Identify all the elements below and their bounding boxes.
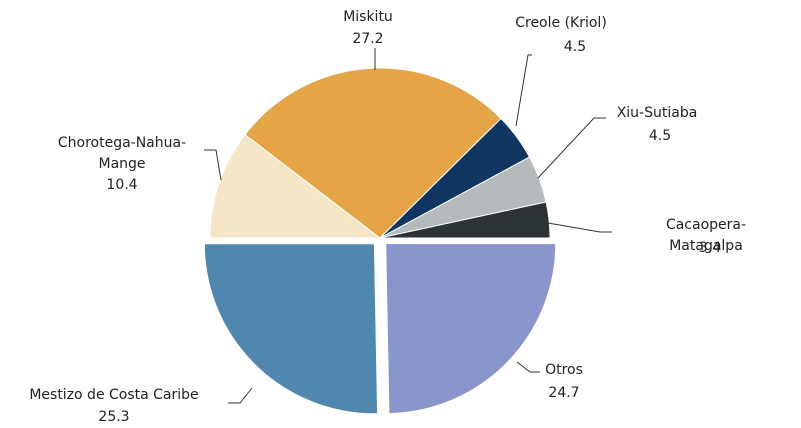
pie-slice (385, 243, 557, 415)
slice-label: Otros (545, 362, 583, 378)
slice-value: 10.4 (106, 177, 138, 193)
pie-slice (203, 243, 379, 415)
leader-line (228, 387, 253, 404)
pie-slice (244, 67, 502, 239)
slice-label: Creole (Kriol) (515, 15, 607, 31)
leader-line (515, 54, 532, 127)
slice-value: 3.4 (698, 240, 722, 256)
slice-value: 25.3 (98, 409, 130, 425)
leader-line (204, 149, 222, 181)
leader-line (537, 117, 606, 179)
slice-value: 24.7 (548, 385, 580, 401)
slice-label: Miskitu (343, 9, 393, 25)
slice-value: 4.5 (648, 128, 672, 144)
slice-label: Xiu-Sutiaba (616, 105, 698, 121)
leader-line (516, 361, 540, 373)
pie-slice (379, 201, 551, 239)
slice-value: 4.5 (563, 39, 587, 55)
pie-slice (209, 133, 382, 239)
slice-label: Cacaopera-Matagalpa (665, 217, 747, 254)
leader-line (547, 222, 612, 233)
slice-label: Chorotega-Nahua-Mange (57, 135, 187, 172)
slice-value: 27.2 (352, 31, 384, 47)
slices (203, 67, 557, 415)
slice-label: Mestizo de Costa Caribe (29, 387, 199, 403)
